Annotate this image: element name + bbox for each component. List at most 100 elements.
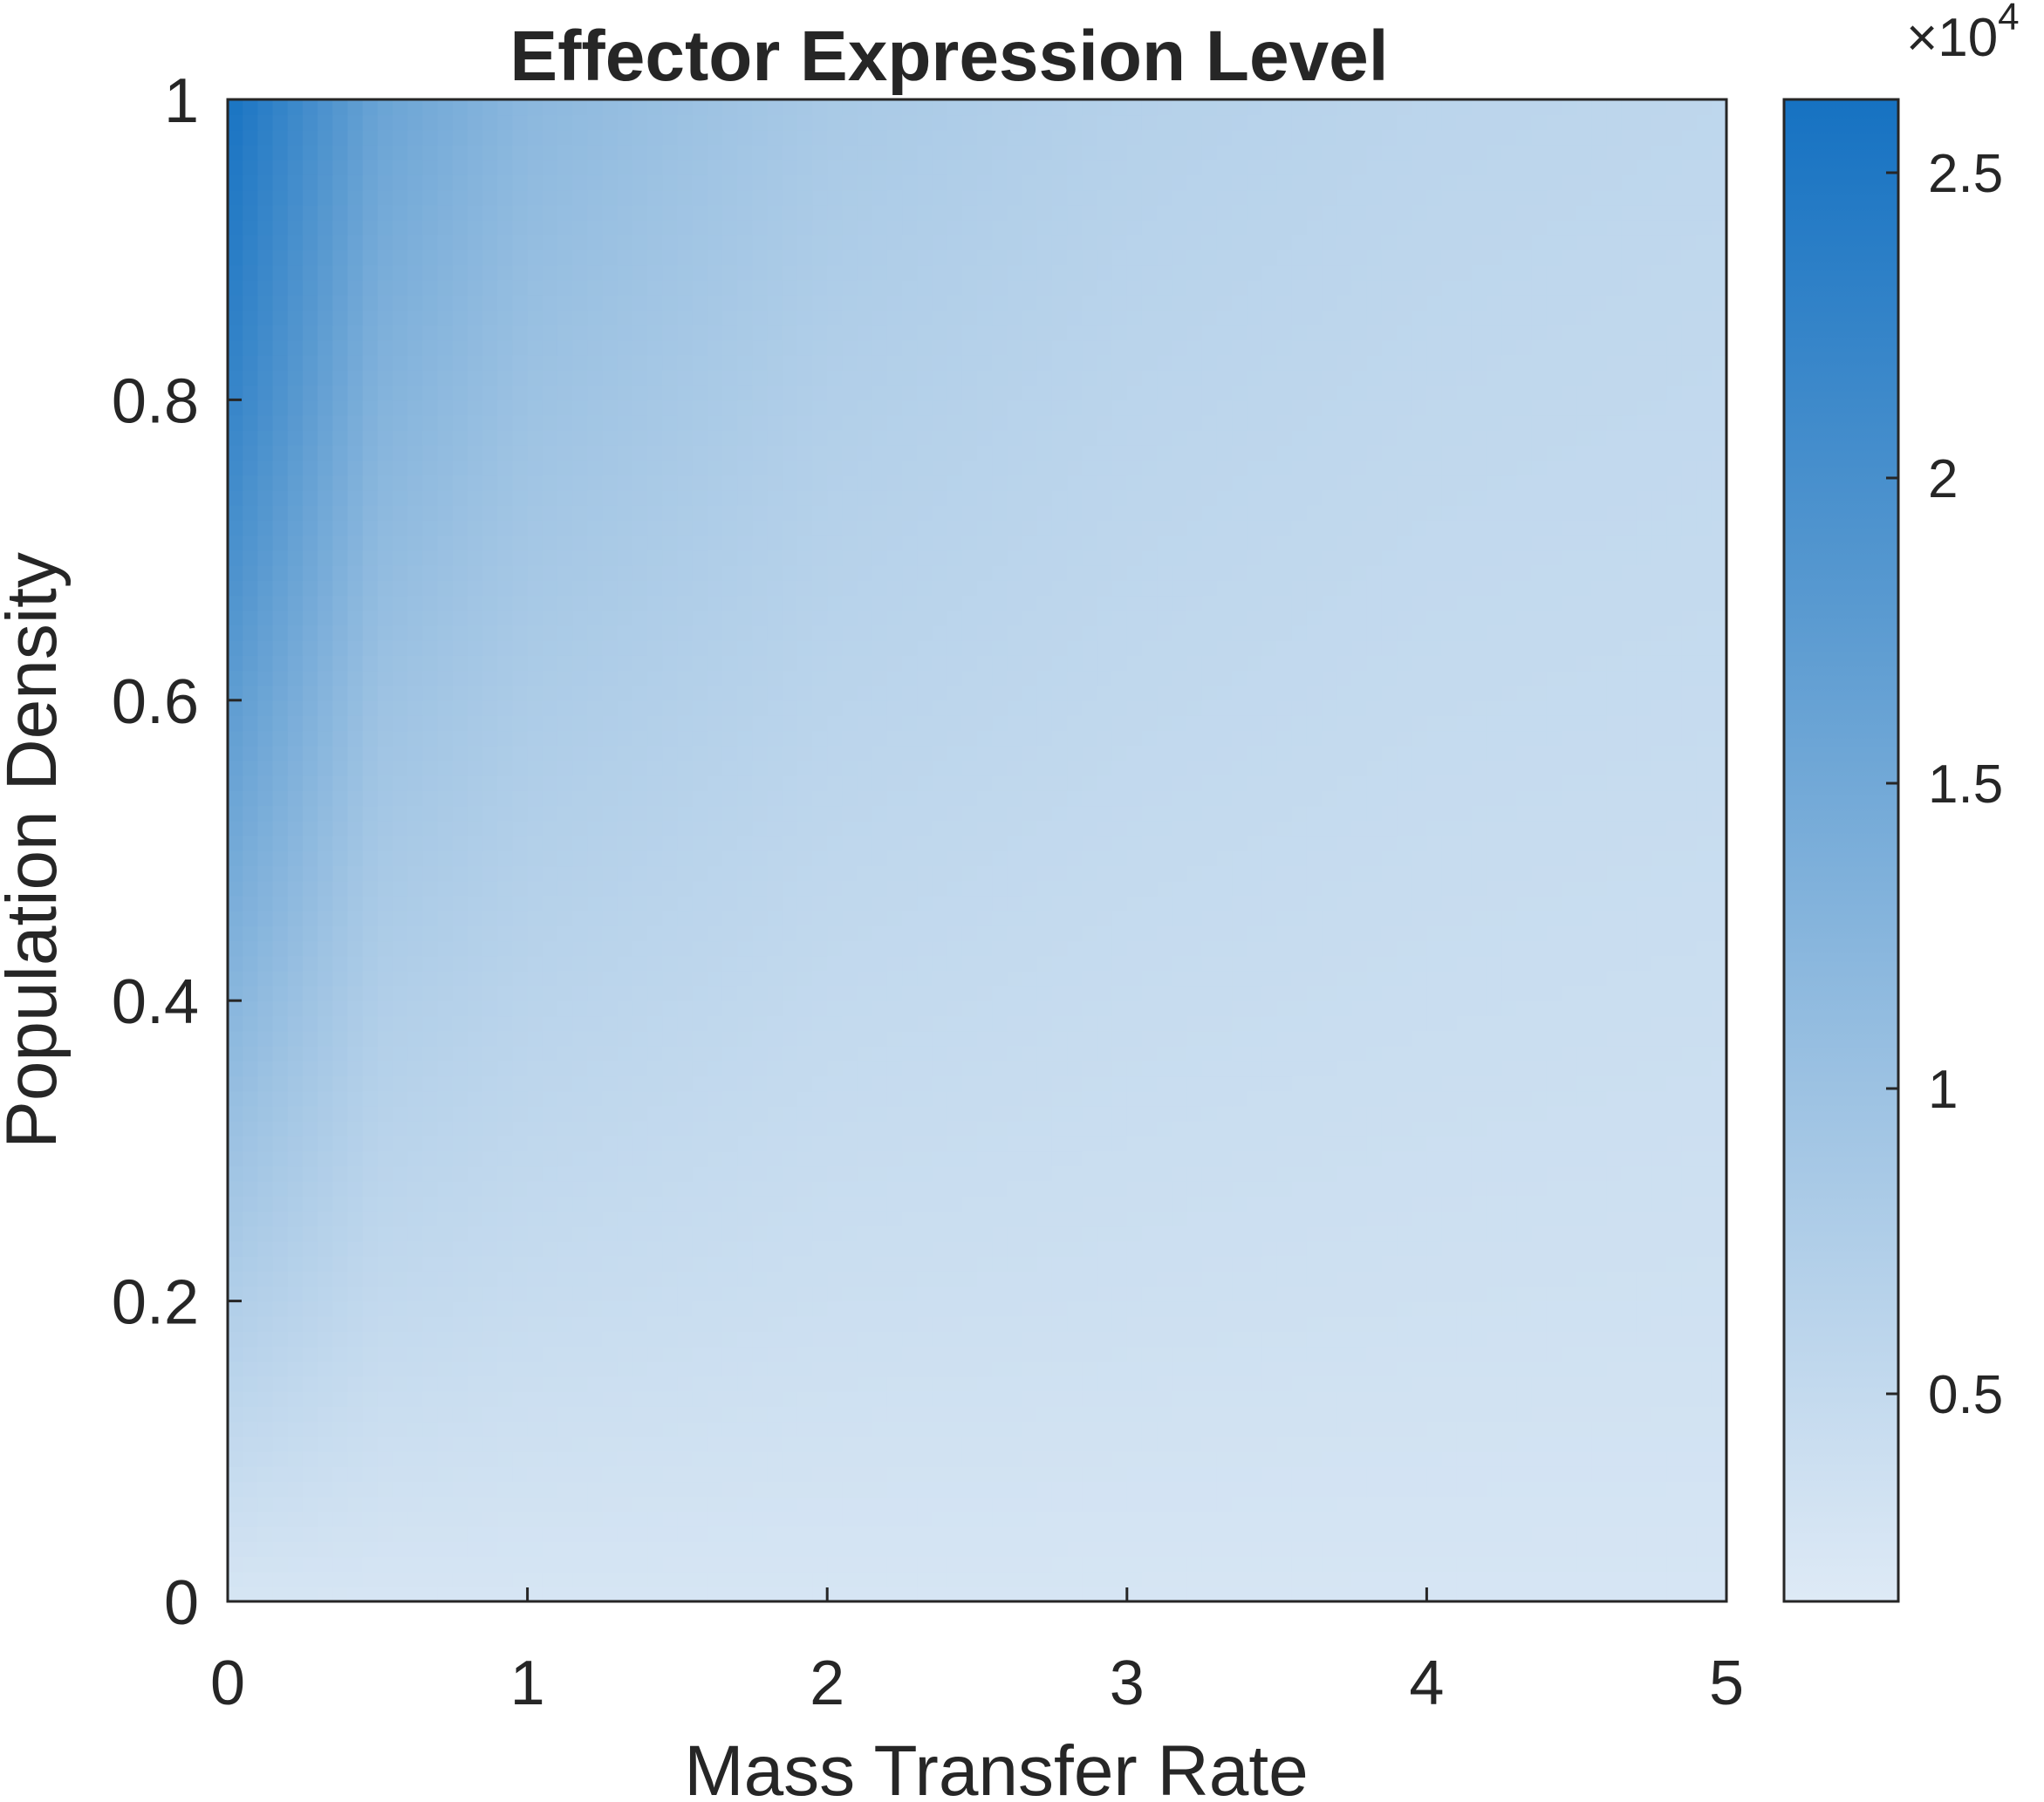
heatmap-cell bbox=[707, 1511, 723, 1527]
heatmap-cell bbox=[602, 1090, 619, 1107]
heatmap-cell bbox=[1216, 1496, 1233, 1512]
heatmap-cell bbox=[1261, 1481, 1278, 1498]
heatmap-cell bbox=[1471, 1090, 1487, 1107]
heatmap-cell bbox=[872, 1030, 888, 1047]
heatmap-cell bbox=[467, 1015, 483, 1032]
heatmap-cell bbox=[917, 1375, 933, 1392]
heatmap-cell bbox=[392, 1045, 408, 1061]
heatmap-cell bbox=[1291, 1571, 1308, 1587]
heatmap-cell bbox=[812, 1180, 828, 1197]
heatmap-cell bbox=[886, 1511, 903, 1527]
heatmap-cell bbox=[1201, 1271, 1218, 1287]
heatmap-cell bbox=[1097, 1361, 1113, 1377]
heatmap-cell bbox=[1546, 910, 1562, 926]
heatmap-cell bbox=[437, 1466, 454, 1483]
heatmap-cell bbox=[947, 1120, 963, 1136]
heatmap-cell bbox=[1426, 865, 1443, 882]
heatmap-cell bbox=[1276, 1421, 1293, 1437]
heatmap-cell bbox=[947, 1300, 963, 1317]
heatmap-cell bbox=[1562, 1586, 1577, 1602]
heatmap-cell bbox=[542, 925, 558, 942]
heatmap-cell bbox=[1111, 1346, 1128, 1362]
heatmap-cell bbox=[1696, 1105, 1712, 1122]
heatmap-cell bbox=[632, 1586, 648, 1602]
heatmap-cell bbox=[1696, 910, 1712, 926]
heatmap-cell bbox=[692, 1136, 708, 1152]
heatmap-cell bbox=[827, 1331, 844, 1348]
heatmap-cell bbox=[692, 865, 708, 882]
heatmap-cell bbox=[1562, 1556, 1577, 1573]
heatmap-cell bbox=[1336, 1436, 1353, 1452]
heatmap-cell bbox=[1291, 1526, 1308, 1542]
heatmap-cell bbox=[647, 1390, 664, 1407]
heatmap-cell bbox=[1232, 1436, 1248, 1452]
heatmap-cell bbox=[1306, 1061, 1323, 1077]
heatmap-cell bbox=[392, 925, 408, 942]
heatmap-cell bbox=[482, 1136, 499, 1152]
heatmap-cell bbox=[752, 1165, 769, 1182]
heatmap-cell bbox=[587, 850, 604, 867]
heatmap-cell bbox=[1022, 940, 1038, 957]
heatmap-cell bbox=[947, 1436, 963, 1452]
heatmap-cell bbox=[243, 1255, 259, 1272]
heatmap-cell bbox=[332, 1045, 349, 1061]
heatmap-cell bbox=[977, 1165, 993, 1182]
heatmap-cell bbox=[572, 1496, 589, 1512]
heatmap-cell bbox=[1232, 1165, 1248, 1182]
heatmap-cell bbox=[617, 1075, 633, 1092]
heatmap-cell bbox=[782, 1421, 798, 1437]
heatmap-cell bbox=[842, 1541, 858, 1558]
heatmap-cell bbox=[347, 955, 364, 972]
heatmap-cell bbox=[752, 940, 769, 957]
heatmap-cell bbox=[992, 1180, 1008, 1197]
heatmap-cell bbox=[812, 1390, 828, 1407]
heatmap-cell bbox=[827, 1165, 844, 1182]
heatmap-cell bbox=[1471, 1030, 1487, 1047]
heatmap-cell bbox=[1397, 1075, 1413, 1092]
heatmap-cell bbox=[707, 1240, 723, 1257]
heatmap-cell bbox=[1157, 895, 1173, 911]
heatmap-cell bbox=[1247, 1286, 1263, 1302]
heatmap-cell bbox=[1397, 1481, 1413, 1498]
heatmap-cell bbox=[437, 865, 454, 882]
heatmap-cell bbox=[527, 1466, 543, 1483]
heatmap-cell bbox=[1291, 955, 1308, 972]
heatmap-cell bbox=[302, 1240, 318, 1257]
heatmap-cell bbox=[318, 1150, 334, 1167]
heatmap-cell bbox=[1591, 1346, 1608, 1362]
heatmap-cell bbox=[1082, 1421, 1098, 1437]
heatmap-cell bbox=[1636, 1436, 1652, 1452]
heatmap-cell bbox=[827, 1406, 844, 1423]
heatmap-cell bbox=[1636, 1120, 1652, 1136]
heatmap-cell bbox=[1591, 1586, 1608, 1602]
heatmap-cell bbox=[721, 1196, 738, 1212]
heatmap-cell bbox=[677, 895, 694, 911]
heatmap-cell bbox=[257, 1331, 274, 1348]
heatmap-cell bbox=[1111, 1271, 1128, 1287]
heatmap-cell bbox=[767, 910, 783, 926]
heatmap-cell bbox=[1546, 1466, 1562, 1483]
heatmap-cell bbox=[1606, 1526, 1623, 1542]
heatmap-cell bbox=[1412, 1406, 1428, 1423]
heatmap-cell bbox=[257, 1061, 274, 1077]
heatmap-cell bbox=[602, 985, 619, 1001]
heatmap-cell bbox=[1126, 1526, 1143, 1542]
heatmap-cell bbox=[1696, 1331, 1712, 1348]
heatmap-cell bbox=[1336, 1361, 1353, 1377]
heatmap-cell bbox=[632, 1315, 648, 1332]
heatmap-cell bbox=[287, 1450, 304, 1467]
heatmap-cell bbox=[902, 955, 919, 972]
heatmap-cell bbox=[362, 1375, 379, 1392]
heatmap-cell bbox=[347, 1255, 364, 1272]
heatmap-cell bbox=[1546, 1061, 1562, 1077]
heatmap-cell bbox=[407, 1496, 424, 1512]
heatmap-cell bbox=[228, 1255, 243, 1272]
heatmap-cell bbox=[961, 1331, 978, 1348]
heatmap-cell bbox=[692, 1061, 708, 1077]
heatmap-cell bbox=[961, 1526, 978, 1542]
heatmap-cell bbox=[1067, 1000, 1084, 1017]
heatmap-cell bbox=[677, 1586, 694, 1602]
heatmap-cell bbox=[1651, 880, 1668, 897]
heatmap-cell bbox=[1441, 1300, 1458, 1317]
heatmap-cell bbox=[1022, 1240, 1038, 1257]
